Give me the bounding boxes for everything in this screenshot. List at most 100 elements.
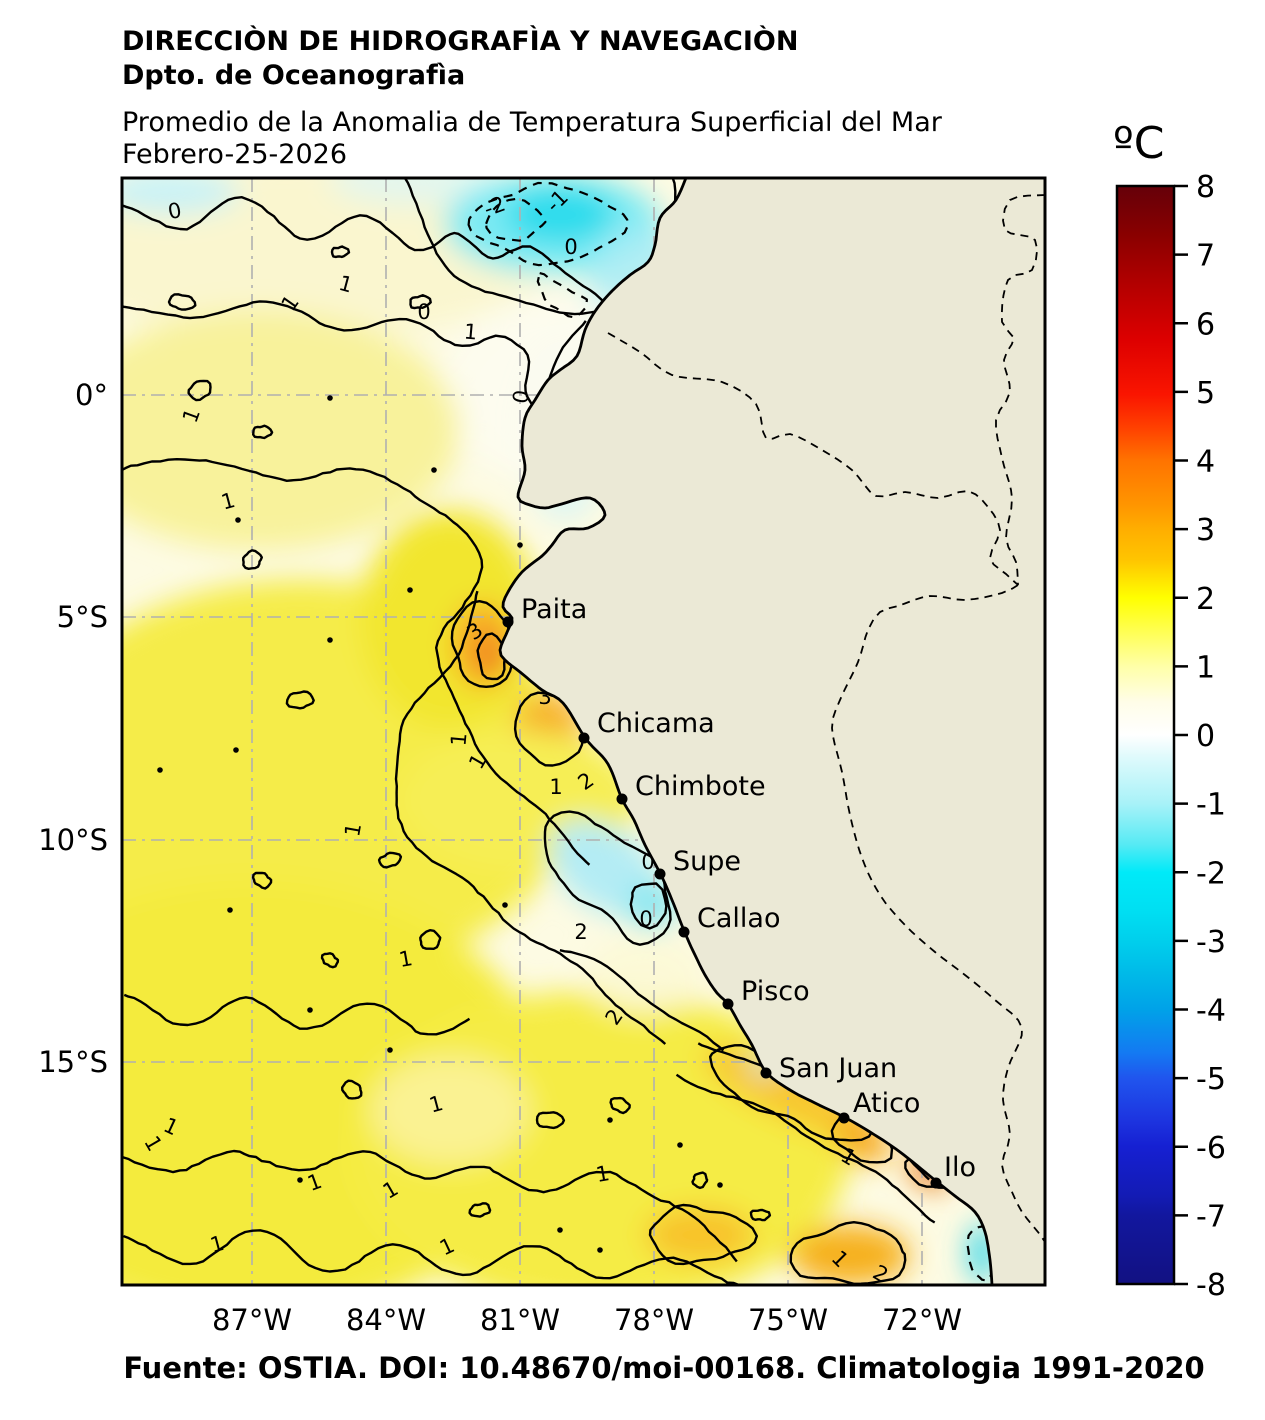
contour-label: 1 — [549, 775, 562, 799]
country-borders — [607, 194, 1045, 1243]
contour-line — [409, 294, 432, 310]
colorbar-tick-label: -7 — [1196, 1199, 1226, 1234]
contour-line — [467, 181, 629, 267]
colorbar-tick-label: 5 — [1196, 376, 1215, 411]
colorbar-tick-label: 4 — [1196, 445, 1215, 480]
contour-line — [377, 851, 403, 869]
colorbar-tick-label: 8 — [1196, 170, 1215, 205]
contour-line — [252, 424, 274, 440]
contour-line — [966, 1225, 999, 1282]
contour-label: 1 — [397, 946, 414, 972]
colorbar-ticks: 8 7 6 5 4 3 2 1 0 -1 -2 -3 -4 -5 -6 -7 -8 — [1174, 170, 1226, 1303]
x-axis-tick-label: 81°W — [480, 1303, 560, 1337]
colorbar-tick-label: 0 — [1196, 719, 1215, 754]
country-border — [831, 584, 1045, 1243]
y-axis-tick-label: 10°S — [38, 823, 108, 857]
contour-line — [123, 1229, 739, 1285]
contour-line — [242, 549, 263, 570]
contour-line — [749, 1208, 772, 1222]
city-label: Chimbote — [635, 771, 766, 802]
city-marker — [930, 1177, 942, 1189]
contour-label: 1 — [336, 271, 355, 298]
contour-line — [450, 600, 514, 688]
contour-line — [122, 300, 543, 471]
map-frame — [120, 176, 1047, 1287]
contour-line — [536, 272, 588, 319]
contour-line — [394, 590, 667, 1045]
contour-line — [543, 810, 672, 946]
colorbar-tick-label: 6 — [1196, 307, 1215, 342]
x-axis-tick-label: 75°W — [748, 1303, 828, 1337]
city-label: Callao — [697, 903, 780, 934]
city-marker — [838, 1112, 850, 1124]
x-axis-tick-label: 87°W — [212, 1303, 292, 1337]
contour-label: 1 — [594, 1161, 611, 1187]
contour-line — [167, 293, 197, 311]
contour-line — [476, 632, 507, 681]
contour-label: 1 — [340, 821, 366, 838]
contour-label: 0 — [564, 235, 577, 259]
city-marker — [502, 616, 514, 628]
city-label: Atico — [853, 1088, 920, 1119]
city-marker — [578, 732, 590, 744]
landmass — [498, 178, 1045, 1285]
contour-label: 1 — [463, 319, 478, 344]
contour-line — [485, 197, 547, 242]
org-title: DIRECCIÒN DE HIDROGRAFÌA Y NAVEGACIÒN — [122, 25, 798, 57]
x-axis-tick-label: 78°W — [614, 1303, 694, 1337]
colorbar-tick-label: -2 — [1196, 856, 1226, 891]
contour-label: 0 — [508, 388, 534, 405]
city-marker — [616, 793, 628, 805]
x-axis-tick-label: 84°W — [346, 1303, 426, 1337]
plot-date: Febrero-25-2026 — [122, 139, 347, 170]
contour-line — [559, 949, 725, 1052]
contour-label: 0 — [417, 300, 430, 324]
city-marker — [722, 998, 734, 1010]
city-label: Paita — [521, 594, 587, 625]
contour-line — [535, 1111, 566, 1130]
contour-line — [609, 1096, 631, 1115]
contour-line — [320, 952, 340, 969]
country-border — [995, 194, 1045, 586]
contour-line — [285, 690, 315, 710]
country-border — [607, 332, 1019, 586]
colorbar-tick-label: 7 — [1196, 239, 1215, 274]
anomaly-contours — [122, 178, 999, 1285]
contour-line — [122, 458, 591, 866]
colorbar-tick-label: -3 — [1196, 925, 1226, 960]
colorbar-tick-label: -4 — [1196, 994, 1226, 1029]
contour-label: 0 — [166, 198, 183, 224]
colorbar-tick-label: -1 — [1196, 788, 1226, 823]
colorbar-tick-label: -6 — [1196, 1131, 1226, 1166]
contour-label: 1 — [427, 1091, 446, 1118]
colorbar-tick-label: 2 — [1196, 582, 1215, 617]
x-axis-tick-label: 72°W — [882, 1303, 962, 1337]
contour-label: 2 — [574, 920, 587, 944]
plot-subtitle: Promedio de la Anomalia de Temperatura S… — [122, 107, 943, 138]
y-axis-tick-label: 5°S — [57, 600, 108, 634]
colorbar-unit-label: ºC — [1113, 118, 1164, 169]
anomaly-blob — [122, 310, 460, 550]
contour-label: 1 — [208, 1231, 227, 1258]
city-marker — [760, 1067, 772, 1079]
city-label: San Juan — [779, 1053, 897, 1084]
colorbar-tick-label: -5 — [1196, 1062, 1226, 1097]
colorbar-tick-label: 3 — [1196, 513, 1215, 548]
contour-line — [123, 993, 471, 1036]
colorbar-tick-label: 1 — [1196, 650, 1215, 685]
city-marker — [654, 868, 666, 880]
anomaly-blob — [703, 1046, 877, 1140]
anomaly-blob — [585, 937, 705, 1013]
contour-label: 0 — [639, 907, 652, 931]
contour-line — [648, 1203, 758, 1266]
city-label: Chicama — [597, 708, 715, 739]
contour-label: 1 — [446, 732, 471, 747]
city-label: Supe — [673, 846, 741, 877]
contour-line — [675, 1073, 936, 1224]
contour-line — [251, 871, 273, 890]
contour-line — [468, 1202, 492, 1218]
contour-line — [419, 929, 442, 950]
y-axis-tick-label: 0° — [75, 378, 108, 412]
contour-line — [691, 1171, 709, 1190]
